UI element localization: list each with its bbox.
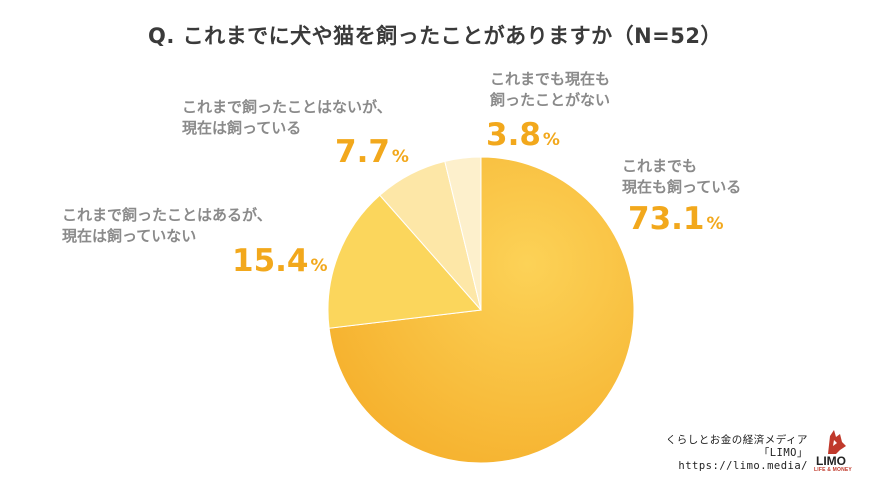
slice-value-2-unit: % [391,147,409,167]
slice-label-3-line2: 飼ったことがない [490,91,611,109]
slice-value-1: 15.4% [232,243,328,279]
slice-value-1-unit: % [310,256,328,276]
slice-value-1-number: 15.4 [232,243,309,279]
logo-tagline: LIFE & MONEY [814,467,852,473]
slice-value-3-number: 3.8 [486,117,541,153]
slice-label-2-line2: 現在は飼っている [182,119,302,137]
slice-label-2: これまで飼ったことはないが、 現在は飼っている [182,97,392,139]
slice-value-2: 7.7% [335,134,409,170]
slice-value-3: 3.8% [486,117,560,153]
fox-icon [828,430,846,454]
slice-value-0: 73.1% [628,201,724,237]
brand-text: くらしとお金の経済メディア 「LIMO」 https://limo.media/ [666,434,808,473]
limo-logo: LIMO LIFE & MONEY [814,428,858,473]
brand-name: 「LIMO」 [758,447,808,459]
chart-title: Q. これまでに犬や猫を飼ったことがありますか（N=52） [147,24,723,48]
slice-label-0: これまでも 現在も飼っている [622,156,741,198]
slice-label-3-line1: これまでも現在も [490,70,611,88]
slice-value-3-unit: % [542,130,560,150]
slice-label-2-line1: これまで飼ったことはないが、 [182,98,392,116]
slice-value-0-unit: % [706,214,724,234]
brand-tagline: くらしとお金の経済メディア [665,434,808,446]
pie-slice-3 [444,156,482,311]
slice-label-0-line1: これまでも [622,157,698,175]
pie-slice-1 [327,194,483,329]
slice-label-1-line1: これまで飼ったことはあるが、 [62,206,272,224]
slice-label-0-line2: 現在も飼っている [622,178,742,196]
slice-value-2-number: 7.7 [335,134,390,170]
slice-label-1-line2: 現在は飼っていない [62,227,197,245]
logo-wordmark: LIMO [816,454,846,468]
slice-label-1: これまで飼ったことはあるが、 現在は飼っていない [62,205,272,247]
brand-url: https://limo.media/ [678,460,808,472]
slice-label-3: これまでも現在も 飼ったことがない [490,69,610,111]
slice-value-0-number: 73.1 [628,201,705,237]
